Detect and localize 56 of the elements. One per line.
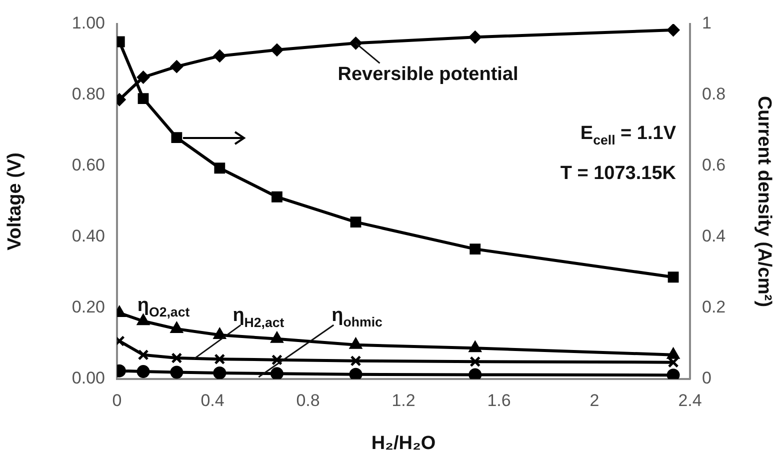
y-tick-label: 0.00 (72, 368, 105, 388)
point (138, 349, 149, 360)
point (214, 162, 226, 174)
point (349, 36, 362, 50)
x-tick-label: 2 (590, 390, 600, 410)
x-tick-label: 1.6 (487, 390, 511, 410)
x-tick-label: 0.4 (200, 390, 224, 410)
point (666, 347, 680, 359)
y2-tick-label: 0.6 (702, 156, 726, 175)
point (213, 366, 226, 379)
point (170, 60, 184, 74)
y-axis-title: Voltage (V) (4, 152, 26, 250)
point (170, 366, 184, 379)
x-tick-label: 1.2 (392, 390, 416, 410)
point (270, 367, 284, 379)
point (350, 355, 362, 366)
point (270, 43, 284, 56)
point (470, 356, 481, 368)
point (470, 244, 481, 255)
y-tick-label: 0.20 (72, 298, 105, 317)
point (136, 70, 150, 84)
x-axis-title: H₂/H₂O (371, 432, 436, 454)
point (138, 93, 149, 104)
point (272, 191, 282, 202)
y-tick-label: 1.00 (72, 14, 105, 33)
point (270, 331, 284, 343)
x-tick-label: 0.8 (296, 390, 320, 410)
point (171, 132, 182, 144)
point (350, 216, 362, 228)
point (213, 49, 226, 62)
point (468, 30, 482, 44)
point (271, 354, 282, 366)
point (171, 352, 182, 364)
point (468, 368, 482, 379)
point (214, 354, 226, 365)
point (349, 337, 362, 349)
point (170, 321, 184, 333)
y2-tick-label: 1 (702, 14, 712, 33)
y-tick-label: 0.40 (72, 226, 105, 246)
y-tick-label: 0.60 (72, 156, 105, 175)
point (136, 365, 150, 378)
x-tick-label: 2.4 (678, 390, 702, 410)
point (213, 327, 226, 339)
y2-tick-label: 0.4 (702, 226, 726, 246)
point (349, 368, 362, 379)
x-tick-label: 0 (112, 390, 122, 410)
point (468, 340, 482, 352)
y2-axis-title: Current density (A/cm²) (753, 96, 774, 308)
y2-tick-label: 0 (702, 368, 712, 388)
point (666, 24, 680, 37)
y2-tick-label: 0.8 (702, 84, 726, 104)
point (668, 272, 679, 283)
y-tick-label: 0.80 (72, 84, 105, 104)
y2-tick-label: 0.2 (702, 298, 726, 317)
series-label: Reversible potential (338, 64, 518, 86)
annotation: T = 1073.15K (560, 163, 676, 184)
